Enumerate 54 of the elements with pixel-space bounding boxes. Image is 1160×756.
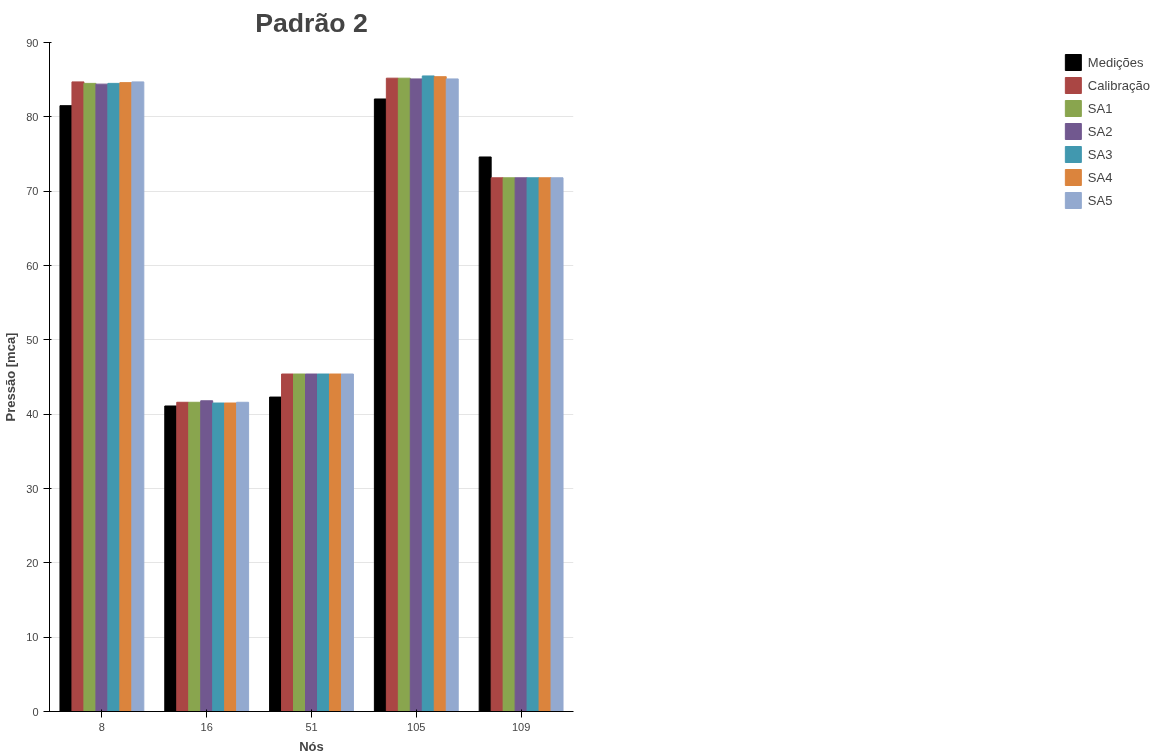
- legend-label: SA1: [1087, 100, 1113, 116]
- y-tick-label: 30: [26, 482, 39, 495]
- x-tick-label: 8: [98, 720, 105, 733]
- legend-label: SA5: [1087, 192, 1113, 208]
- y-tick-label: 0: [32, 705, 39, 718]
- y-tick-label: 10: [26, 631, 39, 644]
- y-tick-label: 60: [26, 259, 39, 272]
- bar: [538, 177, 552, 712]
- legend-label: Medições: [1087, 54, 1144, 70]
- bar: [131, 81, 145, 712]
- x-tick-label: 105: [407, 720, 426, 733]
- y-tick-label: 90: [26, 36, 39, 49]
- y-axis-title: Pressão [mca]: [3, 332, 19, 422]
- bar: [409, 78, 423, 712]
- bar: [83, 82, 97, 712]
- y-tick-label: 70: [26, 185, 39, 198]
- bar: [385, 77, 399, 712]
- bar: [445, 78, 459, 712]
- x-tick-label: 16: [200, 720, 213, 733]
- legend-label: SA4: [1087, 169, 1113, 185]
- x-tick-label: 51: [305, 720, 318, 733]
- y-tick-label: 40: [26, 408, 39, 421]
- bar: [224, 402, 238, 712]
- bar: [340, 373, 354, 712]
- legend-label: SA3: [1087, 146, 1113, 162]
- y-tick-label: 50: [26, 333, 39, 346]
- bar: [107, 82, 121, 712]
- legend-label: Calibração: [1087, 77, 1150, 93]
- bar: [305, 373, 318, 712]
- legend-label: SA2: [1087, 123, 1113, 139]
- bar: [397, 77, 411, 712]
- chart-title: Padrão 2: [255, 7, 368, 38]
- bar: [433, 76, 447, 712]
- bar: [281, 373, 295, 712]
- bar: [95, 83, 109, 712]
- bar: [71, 81, 85, 712]
- bar: [293, 373, 307, 712]
- x-tick-label: 109: [511, 720, 531, 733]
- bar: [119, 82, 133, 712]
- bar: [316, 373, 330, 712]
- bar: [514, 177, 528, 712]
- bar: [502, 177, 516, 712]
- bar: [421, 75, 435, 712]
- bar: [550, 177, 564, 712]
- x-axis-title: Nós: [299, 738, 324, 754]
- bar: [236, 401, 250, 712]
- bar: [212, 402, 226, 712]
- bar: [188, 401, 202, 712]
- bar: [200, 400, 214, 712]
- y-tick-label: 80: [26, 110, 39, 123]
- bar: [176, 401, 190, 712]
- bar: [328, 373, 342, 712]
- y-tick-label: 20: [26, 556, 39, 569]
- bar: [526, 177, 540, 712]
